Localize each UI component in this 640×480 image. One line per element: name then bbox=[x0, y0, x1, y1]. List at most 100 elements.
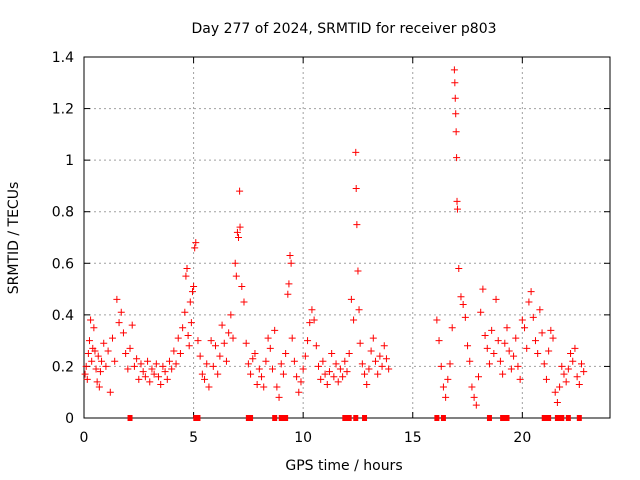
baseline-mark bbox=[565, 415, 571, 421]
data-point bbox=[218, 321, 226, 329]
data-point bbox=[249, 355, 257, 363]
data-point bbox=[304, 337, 312, 345]
data-point bbox=[319, 357, 327, 365]
data-point bbox=[453, 154, 461, 162]
data-point bbox=[376, 352, 384, 360]
data-point bbox=[183, 264, 191, 272]
data-point bbox=[452, 128, 460, 136]
data-point bbox=[258, 373, 266, 381]
data-point bbox=[323, 380, 331, 388]
data-point bbox=[336, 365, 344, 373]
x-tick-label: 15 bbox=[404, 430, 422, 446]
data-point bbox=[437, 362, 445, 370]
data-point bbox=[468, 383, 476, 391]
data-point bbox=[227, 311, 235, 319]
baseline-mark bbox=[278, 415, 284, 421]
data-point bbox=[201, 375, 209, 383]
data-point bbox=[453, 205, 461, 213]
data-point bbox=[214, 370, 222, 378]
baseline-mark bbox=[486, 415, 492, 421]
data-point bbox=[220, 339, 228, 347]
data-point bbox=[188, 288, 196, 296]
data-point bbox=[82, 362, 90, 370]
data-point bbox=[367, 347, 375, 355]
data-point bbox=[492, 295, 500, 303]
data-point bbox=[133, 355, 141, 363]
data-point bbox=[496, 357, 504, 365]
data-point bbox=[501, 339, 509, 347]
data-point bbox=[350, 316, 358, 324]
data-point bbox=[354, 267, 362, 275]
data-point bbox=[286, 252, 294, 260]
data-point bbox=[448, 324, 456, 332]
data-point bbox=[165, 357, 173, 365]
data-point bbox=[268, 365, 276, 373]
data-point bbox=[483, 344, 491, 352]
baseline-mark bbox=[546, 415, 552, 421]
data-point bbox=[297, 378, 305, 386]
baseline-mark bbox=[559, 415, 565, 421]
data-point bbox=[146, 378, 154, 386]
data-point bbox=[244, 360, 252, 368]
data-point bbox=[282, 350, 290, 358]
data-points bbox=[81, 66, 588, 409]
data-point bbox=[205, 383, 213, 391]
data-point bbox=[317, 375, 325, 383]
baseline-mark bbox=[346, 415, 352, 421]
y-tick-label: 1 bbox=[65, 153, 74, 169]
data-point bbox=[172, 360, 180, 368]
baseline-mark bbox=[283, 415, 289, 421]
data-point bbox=[536, 306, 544, 314]
data-point bbox=[155, 373, 163, 381]
data-point bbox=[182, 272, 190, 280]
data-point bbox=[485, 360, 493, 368]
data-point bbox=[273, 383, 281, 391]
data-point bbox=[184, 331, 192, 339]
data-point bbox=[124, 365, 132, 373]
baseline-mark bbox=[248, 415, 254, 421]
data-point bbox=[179, 324, 187, 332]
data-point bbox=[578, 360, 586, 368]
data-point bbox=[277, 360, 285, 368]
data-point bbox=[115, 319, 123, 327]
data-point bbox=[553, 399, 561, 407]
data-point bbox=[575, 380, 583, 388]
data-point bbox=[253, 380, 261, 388]
y-tick-label: 0.2 bbox=[52, 359, 74, 375]
data-point bbox=[451, 79, 459, 87]
data-point bbox=[353, 221, 361, 229]
data-point bbox=[518, 316, 526, 324]
data-point bbox=[113, 295, 121, 303]
data-point bbox=[100, 339, 108, 347]
data-point bbox=[198, 370, 206, 378]
data-point bbox=[442, 393, 450, 401]
data-point bbox=[209, 362, 217, 370]
data-point bbox=[279, 370, 287, 378]
data-point bbox=[150, 370, 158, 378]
data-point bbox=[295, 388, 303, 396]
data-point bbox=[225, 329, 233, 337]
data-point bbox=[266, 344, 274, 352]
data-point bbox=[444, 375, 452, 383]
data-point bbox=[352, 148, 360, 156]
data-point bbox=[104, 347, 112, 355]
data-point bbox=[139, 368, 147, 376]
data-point bbox=[293, 373, 301, 381]
baseline-mark bbox=[353, 415, 359, 421]
data-point bbox=[235, 234, 243, 241]
data-point bbox=[157, 380, 165, 388]
data-point bbox=[512, 334, 520, 342]
grid bbox=[84, 57, 610, 418]
data-point bbox=[382, 355, 390, 363]
data-point bbox=[236, 223, 244, 231]
data-point bbox=[81, 370, 89, 378]
data-point bbox=[98, 357, 106, 365]
data-point bbox=[93, 378, 101, 386]
x-tick-label: 0 bbox=[80, 430, 89, 446]
data-point bbox=[355, 306, 363, 314]
data-point bbox=[385, 365, 393, 373]
data-point bbox=[315, 362, 323, 370]
data-point bbox=[451, 94, 459, 102]
data-point bbox=[507, 365, 515, 373]
